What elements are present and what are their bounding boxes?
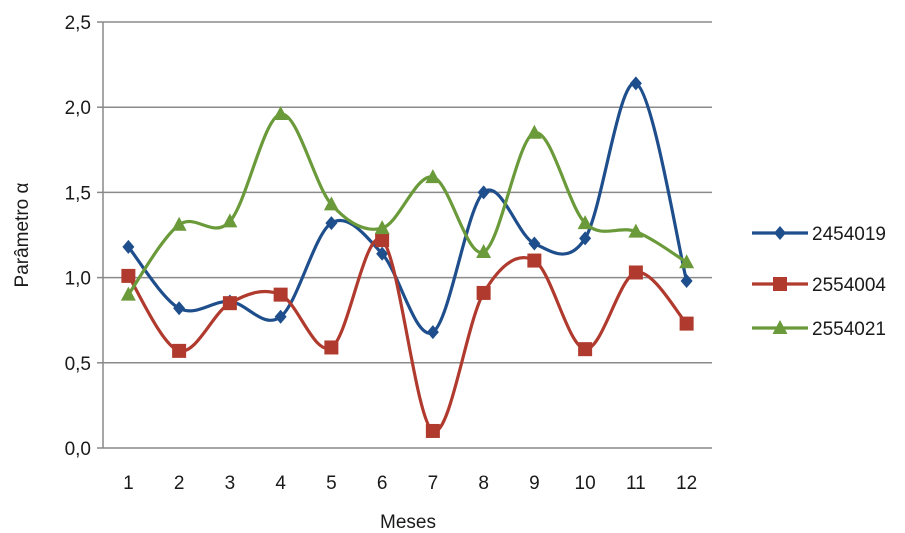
x-tick-label: 1 (123, 473, 134, 494)
legend-label: 2554004 (812, 275, 886, 296)
data-point (577, 215, 593, 230)
data-point (426, 325, 439, 340)
y-tick-label: 0,5 (65, 354, 91, 375)
y-tick-label: 0,0 (65, 439, 91, 460)
legend-marker (774, 226, 786, 240)
x-axis-title: Meses (380, 512, 436, 533)
data-point (274, 309, 287, 324)
y-tick-label: 2,5 (65, 13, 91, 34)
y-axis-title: Parâmetro α (12, 183, 33, 288)
data-point (476, 285, 491, 300)
legend-label: 2454019 (812, 224, 886, 245)
data-point (121, 268, 136, 283)
data-point (374, 220, 390, 235)
series-2454019 (122, 76, 693, 340)
data-point (629, 76, 642, 91)
axes (102, 22, 712, 449)
y-tick-label: 2,0 (65, 98, 91, 119)
legend-item: 2454019 (752, 224, 886, 245)
series-2554004 (121, 233, 694, 438)
series-2554021 (120, 106, 695, 301)
data-point (120, 286, 136, 301)
data-point (323, 196, 339, 211)
data-point (679, 254, 695, 269)
legend-item: 2554004 (752, 275, 886, 296)
x-tick-label: 5 (326, 473, 337, 494)
data-point (375, 233, 390, 248)
x-tick-label: 3 (225, 473, 236, 494)
x-tick-label: 2 (174, 473, 185, 494)
legend: 2454019 2554004 2554021 (752, 224, 886, 340)
legend-label: 2554021 (812, 319, 886, 340)
x-tick-label: 6 (377, 473, 388, 494)
y-tick-labels: 0,0 0,5 1,0 1,5 2,0 2,5 (65, 13, 91, 460)
data-point (325, 216, 338, 231)
data-point (526, 124, 542, 139)
x-tick-label: 11 (626, 473, 646, 494)
data-point (425, 423, 440, 438)
data-point (579, 231, 592, 246)
series-line (126, 237, 689, 433)
data-point (171, 216, 187, 231)
x-tick-labels: 1 2 3 4 5 6 7 8 9 10 11 12 (123, 473, 697, 494)
data-point (273, 287, 288, 302)
gridlines (97, 21, 712, 449)
legend-marker (772, 320, 788, 334)
data-point (222, 213, 238, 228)
series-group (120, 76, 695, 438)
data-point (680, 274, 693, 289)
data-point (172, 343, 187, 358)
legend-marker (773, 277, 787, 291)
data-point (273, 106, 289, 121)
data-point (628, 223, 644, 238)
data-point (173, 301, 186, 316)
x-tick-label: 7 (428, 473, 439, 494)
data-point (528, 236, 541, 251)
series-line (126, 81, 689, 335)
data-point (679, 316, 694, 331)
data-point (477, 185, 490, 200)
data-point (527, 253, 542, 268)
data-point (628, 265, 643, 280)
data-point (122, 239, 135, 254)
data-point (425, 169, 441, 184)
x-tick-label: 9 (529, 473, 540, 494)
x-tick-label: 4 (275, 473, 286, 494)
x-tick-label: 8 (478, 473, 489, 494)
data-point (324, 340, 339, 355)
data-point (222, 296, 237, 311)
data-point (476, 244, 492, 259)
x-tick-label: 12 (676, 473, 697, 494)
data-point (578, 342, 593, 357)
data-point (376, 246, 389, 261)
y-tick-label: 1,0 (65, 269, 91, 290)
y-tick-label: 1,5 (65, 183, 91, 204)
series-line (126, 112, 689, 297)
legend-item: 2554021 (752, 319, 886, 340)
x-tick-label: 10 (575, 473, 596, 494)
